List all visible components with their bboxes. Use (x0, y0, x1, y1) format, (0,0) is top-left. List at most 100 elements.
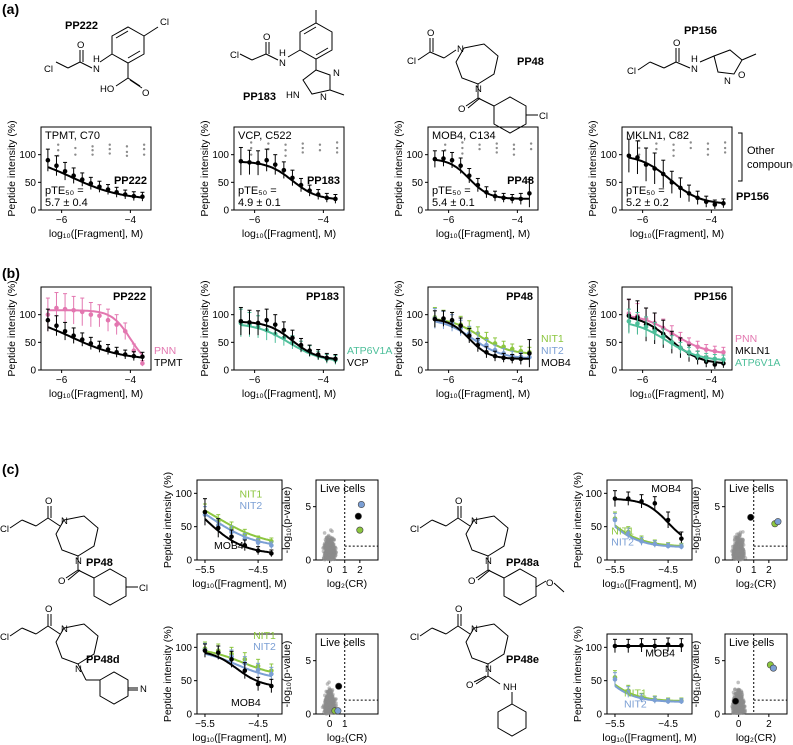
data-point (229, 657, 234, 662)
data-point (114, 349, 119, 355)
y-tick-label: 100 (585, 643, 602, 654)
background-point (736, 680, 740, 685)
data-point (255, 160, 261, 166)
plot-frame (315, 479, 379, 561)
compound-label: PP222 (114, 175, 147, 187)
data-point (509, 346, 515, 352)
chart-b4: −6 −4 0 50 100 log₁₀([Fragment], M) Peptide in… (587, 280, 780, 400)
data-point (643, 324, 649, 330)
fit-curve-atp6v1a (628, 323, 724, 361)
other-compound-point (495, 146, 498, 150)
chemical-structures (9, 10, 757, 737)
x-tick-label: −4 (512, 375, 524, 386)
data-point (625, 689, 631, 695)
plot-frame (606, 479, 693, 561)
highlight-point (774, 518, 782, 526)
other-compound-point (125, 145, 129, 148)
data-point (122, 192, 128, 197)
data-point (484, 189, 489, 195)
other-compound-point (301, 146, 304, 150)
other-compound-point (284, 149, 287, 152)
other-compound-point (706, 153, 710, 156)
data-point (669, 340, 675, 345)
structure-name-pp48e: PP48e (506, 654, 539, 666)
background-point (325, 706, 329, 711)
atom-label: N (724, 76, 731, 87)
background-point (328, 528, 333, 532)
data-point (509, 196, 515, 202)
data-point (612, 643, 618, 649)
data-point (612, 677, 618, 682)
other-compound-point (249, 146, 253, 150)
atom-label: HO (100, 84, 114, 95)
x-tick-label: 1 (342, 719, 348, 730)
data-point (712, 356, 718, 362)
other-compound-point (723, 146, 727, 150)
structure-pp183 (239, 10, 345, 96)
data-point (324, 355, 330, 361)
x-axis-label: log₁₀([Fragment], M) (602, 732, 696, 744)
highlight-point (732, 697, 740, 705)
data-point (54, 323, 59, 329)
data-point (79, 337, 85, 342)
fit-curve-mob4 (204, 651, 272, 686)
other-compound-point (108, 147, 111, 151)
data-point (679, 544, 684, 549)
y-axis-label: Peptide intensity (%) (199, 120, 211, 216)
plot-frame (233, 286, 345, 371)
other-compound-point (495, 142, 498, 145)
data-point (290, 335, 295, 341)
data-point (281, 327, 287, 333)
x-tick-label: −6 (249, 215, 261, 226)
data-point (449, 157, 455, 163)
y-tick-label: 100 (406, 150, 423, 161)
y-tick-label: 100 (585, 489, 602, 500)
data-point (501, 355, 506, 361)
atom-label: O (458, 104, 465, 115)
other-compound-point (672, 143, 675, 146)
fit-curve-mkln1 (628, 316, 724, 365)
x-tick-label: −4 (125, 375, 137, 386)
data-point (686, 349, 692, 355)
atom-label: O (45, 604, 52, 615)
other-compound-point (125, 150, 129, 154)
data-point (721, 349, 726, 355)
other-compound-point (706, 147, 710, 151)
data-point (307, 188, 312, 193)
atom-label: Cl (44, 64, 53, 75)
x-tick-label: −5.5 (605, 719, 625, 730)
data-point (686, 341, 692, 346)
legend-nit1: NIT1 (611, 525, 634, 537)
x-axis-label: log₂(CR) (736, 732, 776, 744)
atom-label: Cl (407, 56, 416, 67)
atom-label: O (673, 38, 680, 49)
y-tick-label: 50 (606, 338, 618, 349)
fit-curve-nit1 (434, 318, 530, 355)
data-point (140, 361, 145, 366)
data-point (298, 342, 304, 348)
background-point (327, 701, 332, 705)
background-point (322, 557, 327, 562)
atom-label: H (691, 54, 698, 65)
data-point (695, 195, 700, 201)
structure-name-pp48d: PP48d (86, 654, 120, 666)
pte-value: 5.7 ± 0.4 (45, 197, 88, 209)
x-tick-label: −4 (706, 375, 718, 386)
background-point (333, 545, 338, 550)
background-point (329, 541, 333, 545)
y-axis-label: Peptide intensity (%) (162, 472, 174, 568)
compound-label: PP48 (507, 175, 534, 187)
data-point (679, 643, 684, 648)
background-point (742, 704, 747, 708)
x-tick-label: −4 (318, 215, 330, 226)
data-point (79, 177, 85, 182)
x-tick-label: −6 (443, 375, 455, 386)
atom-label: N (457, 44, 464, 55)
panel-label-a: (a) (2, 1, 19, 17)
data-point (527, 191, 532, 196)
background-point (330, 689, 334, 694)
data-point (475, 342, 481, 348)
y-tick-label: 0 (223, 206, 229, 217)
other-compound-point (706, 142, 710, 145)
